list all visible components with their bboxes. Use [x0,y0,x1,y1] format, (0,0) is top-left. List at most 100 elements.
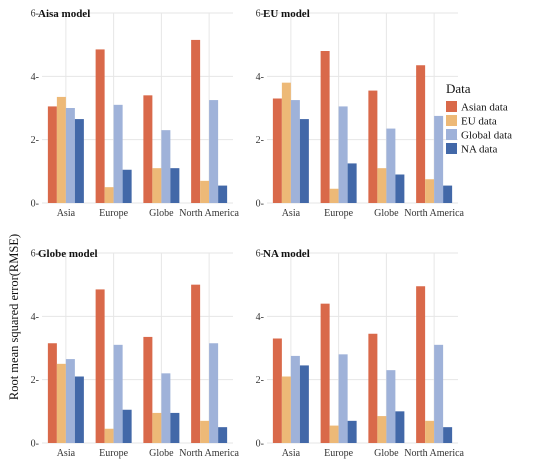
bar-na-data-asia [74,119,84,203]
x-tick-label: Europe [99,208,128,219]
bar-global-data-north-america [434,344,444,443]
bar-eu-data-asia [281,376,291,443]
panel-title: Globe model [38,248,98,260]
bar-asian-data-europe [95,289,105,443]
bar-eu-data-asia [56,96,66,203]
bar-na-data-north-america [218,427,228,443]
legend-swatch [446,115,457,126]
bar-asian-data-asia [47,343,57,443]
panel-2: 0- 2- 4- 6- Asia Europe Globe North America EU m… [256,8,465,219]
panel-title: NA model [263,248,310,260]
bar-eu-data-north-america [200,180,210,203]
bar-na-data-europe [347,420,357,443]
bar-eu-data-europe [104,187,114,203]
y-tick-label: 6- [256,249,264,260]
legend-swatch [446,101,457,112]
bar-na-data-north-america [218,185,228,203]
bar-global-data-north-america [209,343,219,443]
panel-title: EU model [263,8,310,20]
y-tick-label: 2- [256,375,264,386]
y-tick-label: 4- [31,72,39,83]
bar-global-data-north-america [434,115,444,203]
panel-3: 0- 2- 4- 6- Asia Europe Globe North America Glob… [31,248,240,459]
bar-global-data-north-america [209,100,219,203]
x-tick-label: Globe [149,208,174,219]
y-tick-label: 4- [31,312,39,323]
x-tick-label: Asia [282,448,301,459]
bar-eu-data-north-america [425,179,435,203]
panel-title: Aisa model [38,8,90,20]
bar-global-data-globe [386,128,396,203]
x-tick-label: Europe [99,448,128,459]
y-tick-label: 4- [256,72,264,83]
y-tick-label: 0- [256,199,264,210]
y-tick-label: 6- [31,249,39,260]
bar-na-data-asia [299,119,309,203]
legend-label: Asian data [461,102,508,114]
bar-na-data-europe [122,169,132,203]
y-tick-label: 2- [31,375,39,386]
bar-na-data-globe [170,168,180,203]
y-tick-label: 6- [256,9,264,20]
bar-na-data-globe [395,174,405,203]
bar-eu-data-globe [152,412,162,443]
bar-na-data-asia [74,376,84,443]
bar-eu-data-globe [377,416,387,443]
bar-eu-data-asia [56,363,66,443]
bar-eu-data-north-america [425,420,435,443]
bar-asian-data-asia [47,106,57,203]
y-tick-label: 4- [256,312,264,323]
x-tick-label: North America [404,448,464,459]
bar-asian-data-globe [368,90,378,203]
y-tick-label: 0- [31,199,39,210]
x-tick-label: Asia [282,208,301,219]
x-tick-label: Asia [57,208,76,219]
bar-eu-data-north-america [200,420,210,443]
bar-na-data-north-america [443,185,453,203]
bar-na-data-globe [395,411,405,443]
bar-asian-data-globe [143,95,153,203]
panels: 0- 2- 4- 6- Asia Europe Globe North America Aisa… [31,8,465,459]
bar-asian-data-europe [95,49,105,203]
bar-na-data-europe [347,163,357,203]
x-tick-label: North America [179,448,239,459]
bar-eu-data-europe [329,425,339,443]
bar-asian-data-north-america [416,65,426,203]
y-tick-label: 2- [31,135,39,146]
x-tick-label: Globe [374,208,399,219]
bar-global-data-asia [65,108,75,203]
bar-na-data-north-america [443,427,453,443]
x-tick-label: Globe [149,448,174,459]
bar-global-data-globe [161,130,171,203]
legend-label: Global data [461,130,512,142]
bar-global-data-europe [338,354,348,443]
legend-swatch [446,129,457,140]
x-tick-label: Asia [57,448,76,459]
x-tick-label: North America [404,208,464,219]
bar-global-data-europe [113,104,123,203]
bar-eu-data-globe [377,168,387,203]
bar-asian-data-north-america [191,284,201,443]
bar-eu-data-globe [152,168,162,203]
bar-global-data-asia [65,359,75,443]
x-tick-label: North America [179,208,239,219]
x-tick-label: Europe [324,448,353,459]
x-tick-label: Europe [324,208,353,219]
panel-1: 0- 2- 4- 6- Asia Europe Globe North America Aisa… [31,8,240,219]
bar-eu-data-europe [104,428,114,443]
y-tick-label: 0- [31,439,39,450]
x-tick-label: Globe [374,448,399,459]
bar-global-data-asia [290,100,300,203]
bar-asian-data-europe [320,303,330,443]
legend-label: NA data [461,144,497,156]
bar-eu-data-europe [329,188,339,203]
y-tick-label: 2- [256,135,264,146]
panel-4: 0- 2- 4- 6- Asia Europe Globe North America NA m… [256,248,465,459]
bar-asian-data-north-america [416,286,426,443]
bar-asian-data-globe [143,336,153,443]
bar-asian-data-globe [368,333,378,443]
bar-asian-data-asia [272,338,282,443]
bar-global-data-europe [113,344,123,443]
bar-global-data-asia [290,355,300,443]
